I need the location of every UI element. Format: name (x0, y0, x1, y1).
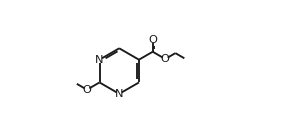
Text: O: O (161, 54, 170, 64)
Text: O: O (148, 35, 157, 45)
Text: N: N (95, 55, 104, 65)
Text: O: O (83, 85, 91, 95)
Text: N: N (115, 89, 124, 99)
